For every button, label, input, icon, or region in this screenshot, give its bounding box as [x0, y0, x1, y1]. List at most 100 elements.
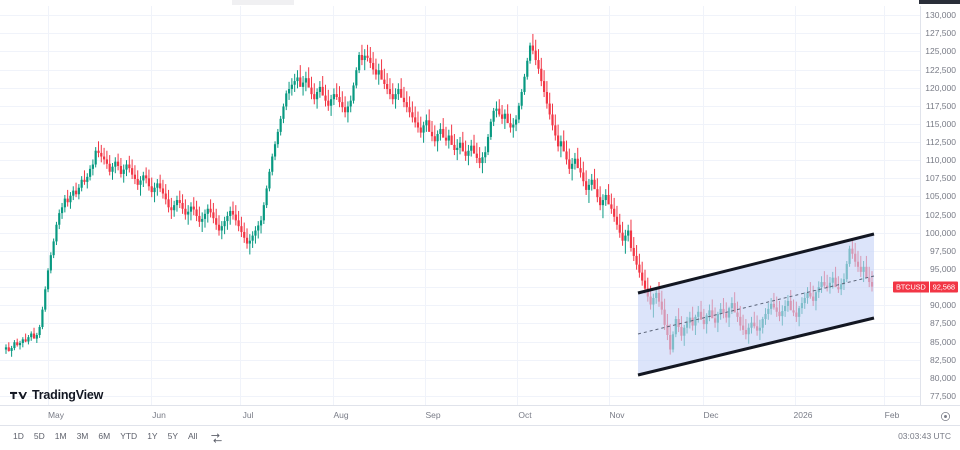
price-axis-label: 105,000: [925, 191, 956, 202]
candle-body: [366, 55, 369, 58]
timeframe-buttons[interactable]: 1D 5D 1M 3M 6M YTD 1Y 5Y All: [8, 426, 223, 447]
candle-body: [666, 324, 669, 335]
candle-body: [175, 200, 179, 206]
candle-body: [30, 333, 33, 338]
price-scale[interactable]: 130,000 127,500 125,000 122,500 120,000 117,5…: [893, 6, 960, 405]
timeframe-button-3m[interactable]: 3M: [76, 431, 89, 441]
candle-body: [859, 266, 862, 272]
candle-body: [139, 180, 142, 185]
candle-body: [287, 89, 291, 94]
candle-body: [610, 204, 613, 209]
candle-body: [119, 165, 123, 174]
candle-body: [102, 156, 106, 160]
candle-body: [436, 134, 439, 142]
candle-body: [433, 136, 436, 142]
candle-body: [528, 45, 532, 61]
candle-body: [470, 145, 473, 151]
grid-line-horizontal: [0, 250, 920, 252]
candle-body: [576, 158, 579, 169]
grid-line-vertical: [703, 6, 704, 405]
candle-body: [32, 333, 36, 339]
candle-body: [248, 240, 251, 244]
time-axis-label: Jun: [152, 410, 166, 420]
candle-body: [60, 207, 64, 214]
timescale-settings-icon[interactable]: [940, 411, 951, 422]
candle-body: [587, 184, 591, 190]
utc-clock: 03:03:43 UTC: [898, 431, 951, 441]
candle-body: [293, 81, 296, 85]
tradingview-wordmark: TradingView: [32, 388, 104, 402]
candle-body: [173, 205, 176, 211]
candle-body: [178, 200, 181, 203]
candle-body: [699, 311, 703, 320]
price-axis-label: 77,500: [930, 390, 956, 401]
candle-body: [442, 128, 445, 138]
candle-body: [688, 317, 691, 323]
candle-body: [551, 114, 554, 126]
candle-body: [220, 226, 223, 231]
timeframe-button-5y[interactable]: 5Y: [167, 431, 178, 441]
candle-body: [181, 202, 184, 209]
candle-body: [66, 198, 69, 203]
candle-body: [456, 147, 459, 151]
candle-body: [184, 208, 187, 215]
candle-body: [775, 307, 778, 312]
time-scale[interactable]: May Jun Jul Aug Sep Oct Nov Dec 2026 Feb: [0, 405, 960, 425]
timeframe-button-5d[interactable]: 5D: [33, 431, 45, 441]
last-price-badge[interactable]: BTCUSD 92,568: [893, 281, 958, 293]
candle-body: [562, 141, 565, 152]
candle-body: [273, 144, 277, 157]
candle-body: [358, 54, 361, 71]
grid-line-horizontal: [0, 160, 920, 162]
candle-body: [840, 284, 843, 290]
grid-line-horizontal: [0, 359, 920, 361]
timeframe-button-1m[interactable]: 1M: [54, 431, 67, 441]
candle-body: [346, 106, 350, 113]
calendar-range-icon[interactable]: [210, 432, 223, 444]
candle-body: [290, 84, 293, 90]
candle-body: [767, 308, 770, 314]
candle-body: [147, 178, 151, 187]
candle-body: [383, 79, 386, 84]
candle-body: [380, 70, 383, 80]
candle-body: [643, 280, 647, 289]
candle-body: [315, 91, 319, 100]
candle-body: [203, 213, 207, 219]
candle-body: [447, 135, 450, 141]
timeframe-button-ytd[interactable]: YTD: [120, 431, 138, 441]
timeframe-button-1y[interactable]: 1Y: [147, 431, 158, 441]
candle-body: [145, 175, 148, 179]
candle-body: [27, 337, 30, 342]
candle-body: [69, 195, 72, 203]
price-axis-label: 120,000: [925, 82, 956, 93]
candle-body: [259, 220, 263, 226]
candle-body: [761, 319, 764, 328]
candle-body: [719, 308, 722, 314]
candle-body: [615, 216, 619, 225]
grid-line-horizontal: [0, 178, 920, 180]
candle-body: [826, 285, 829, 288]
candle-body: [716, 313, 719, 323]
candle-body: [691, 317, 694, 326]
candle-body: [257, 225, 260, 231]
candle-body: [388, 89, 392, 95]
candle-body: [784, 305, 787, 312]
timeframe-button-1d[interactable]: 1D: [13, 431, 24, 441]
candle-body: [301, 82, 305, 87]
candle-body: [671, 334, 675, 350]
grid-line-vertical: [151, 6, 152, 405]
timeframe-button-all[interactable]: All: [188, 431, 198, 441]
price-axis-label: 95,000: [930, 264, 956, 274]
candle-body: [848, 248, 851, 264]
chart-plot-area[interactable]: [0, 6, 921, 405]
candle-body: [268, 171, 271, 189]
candle-body: [641, 272, 644, 281]
grid-line-horizontal: [0, 395, 920, 397]
candle-body: [599, 197, 602, 206]
candle-body: [97, 150, 100, 153]
timeframe-button-6m[interactable]: 6M: [98, 431, 111, 441]
grid-line-vertical: [333, 6, 334, 405]
candle-body: [593, 179, 596, 190]
candle-body: [781, 311, 784, 317]
candle-body: [585, 181, 588, 190]
